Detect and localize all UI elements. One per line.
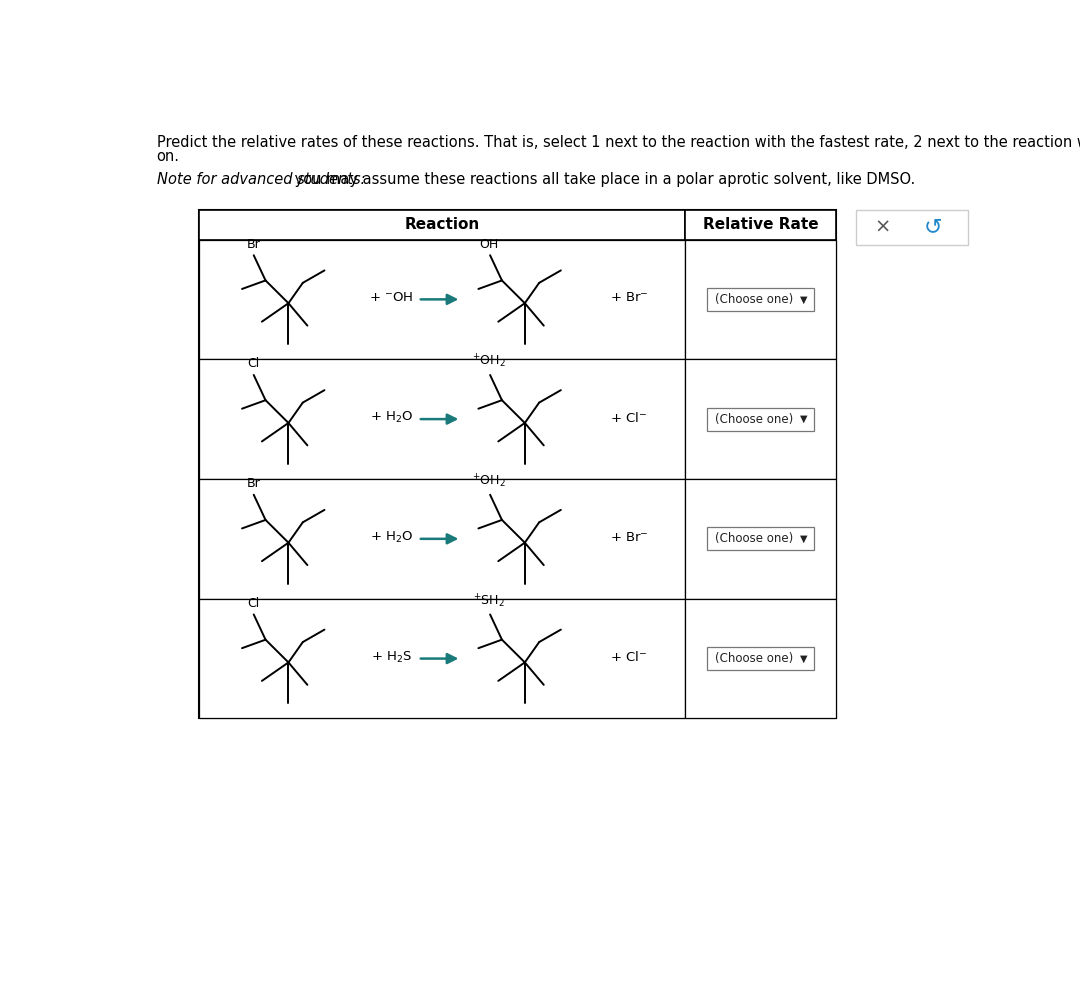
Text: (Choose one): (Choose one) — [715, 532, 794, 545]
Bar — [685, 359, 836, 479]
Text: $+$ Br$^{-}$: $+$ Br$^{-}$ — [610, 292, 649, 304]
Bar — [685, 479, 836, 599]
Text: $^{+}$SH$_{2}$: $^{+}$SH$_{2}$ — [473, 592, 504, 610]
Text: $+$ Cl$^{-}$: $+$ Cl$^{-}$ — [610, 410, 647, 424]
Text: ▼: ▼ — [799, 654, 807, 664]
Text: $+$ H$_{2}$S: $+$ H$_{2}$S — [370, 649, 413, 665]
Bar — [707, 408, 814, 431]
Text: ▼: ▼ — [799, 414, 807, 424]
Text: ×: × — [875, 218, 891, 237]
Text: ▼: ▼ — [799, 534, 807, 544]
Bar — [685, 210, 836, 240]
Text: Relative Rate: Relative Rate — [703, 217, 819, 233]
Bar — [707, 288, 814, 311]
Text: $+$ H$_{2}$O: $+$ H$_{2}$O — [369, 529, 414, 545]
Bar — [685, 240, 836, 359]
Text: on.: on. — [157, 148, 179, 164]
Text: $+$ Br$^{-}$: $+$ Br$^{-}$ — [610, 531, 649, 544]
Text: Predict the relative rates of these reactions. That is, select 1 next to the rea: Predict the relative rates of these reac… — [157, 135, 1080, 150]
Bar — [200, 210, 836, 719]
Bar — [200, 359, 685, 479]
Bar — [707, 527, 814, 550]
Bar — [200, 240, 685, 359]
Bar — [200, 210, 685, 240]
Text: $^{+}$OH$_{2}$: $^{+}$OH$_{2}$ — [472, 472, 505, 490]
Text: (Choose one): (Choose one) — [715, 652, 794, 665]
Text: Reaction: Reaction — [405, 217, 480, 233]
Text: (Choose one): (Choose one) — [715, 412, 794, 425]
Text: $^{+}$OH$_{2}$: $^{+}$OH$_{2}$ — [472, 353, 505, 370]
Text: Cl: Cl — [247, 597, 260, 610]
Text: you may assume these reactions all take place in a polar aprotic solvent, like D: you may assume these reactions all take … — [291, 172, 915, 187]
Text: Br: Br — [247, 477, 260, 490]
Text: (Choose one): (Choose one) — [715, 293, 794, 305]
Bar — [200, 599, 685, 719]
Text: ▼: ▼ — [799, 295, 807, 304]
Text: $+$ H$_{2}$O: $+$ H$_{2}$O — [369, 410, 414, 425]
Text: $+$ Cl$^{-}$: $+$ Cl$^{-}$ — [610, 650, 647, 664]
Bar — [685, 599, 836, 719]
Bar — [855, 210, 968, 245]
Text: ↺: ↺ — [923, 218, 943, 238]
Text: $+$ $^{-}$OH: $+$ $^{-}$OH — [369, 292, 414, 304]
Text: Br: Br — [247, 238, 260, 250]
Text: Cl: Cl — [247, 357, 260, 370]
Text: Note for advanced students:: Note for advanced students: — [157, 172, 365, 187]
Bar — [707, 647, 814, 670]
Bar — [200, 479, 685, 599]
Text: OH: OH — [478, 238, 498, 250]
